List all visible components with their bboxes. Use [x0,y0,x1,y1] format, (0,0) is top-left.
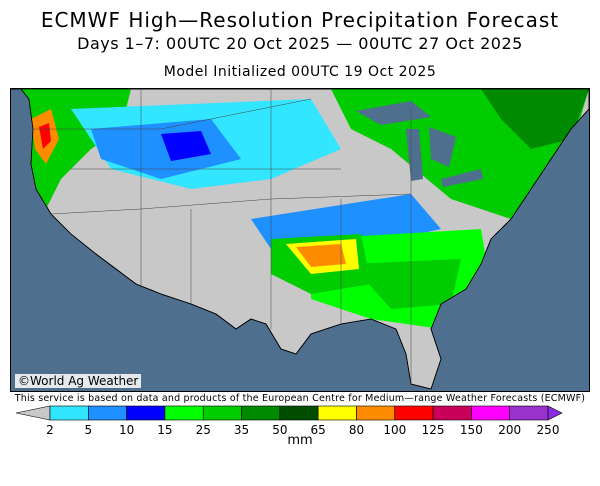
units-label: mm [287,433,313,448]
lake-huron [429,127,456,167]
colorbar-tick-label: 35 [234,423,249,437]
precip-north-15b [161,131,211,161]
precip-nw-max [39,123,51,149]
colorbar-swatch [202,405,242,421]
colorbar-tick-label: 65 [311,423,326,437]
map-svg [11,89,589,391]
model-init-time: Model Initialized 00UTC 19 Oct 2025 [163,64,437,80]
colorbar-swatch [356,405,396,421]
colorbar-swatch [164,405,204,421]
colorbar-tick-label: 2 [46,423,54,437]
colorbar-swatch [394,405,434,421]
colorbar-tick-label: 250 [537,423,560,437]
state-boundaries [33,89,412,384]
precip-northeast-50mm [481,89,589,149]
colorbar-swatch [126,405,166,421]
precipitation-field [21,89,589,329]
precip-southplains-100mm [296,244,346,267]
colorbar-swatch [49,405,89,421]
colorbar-under-arrow [15,405,51,421]
lake-erie [441,169,483,187]
colorbar-tick-label: 80 [349,423,364,437]
colorbar-tick-label: 50 [272,423,287,437]
colorbar-tick-label: 10 [119,423,134,437]
colorbar-tick-label: 100 [383,423,406,437]
land-outline [11,89,589,390]
forecast-period: Days 1–7: 00UTC 20 Oct 2025 — 00UTC 27 O… [77,34,523,53]
lake-michigan [406,129,423,181]
colorbar-over-arrow [547,405,563,421]
precip-southeast-50mm [351,259,461,309]
colorbar-swatch [279,405,319,421]
colorbar-swatch [471,405,510,421]
colorbar-legend: 2 5 10 15 25 35 50 65 80 100 125 150 200 250 [15,405,563,437]
colorbar-tick-label: 5 [84,423,92,437]
colorbar-tick-label: 200 [498,423,521,437]
colorbar-swatch [432,405,472,421]
colorbar-tick-label: 125 [422,423,445,437]
precipitation-map: ©World Ag Weather [10,88,590,392]
precip-north-15mm [91,119,241,179]
colorbar-swatch [509,405,549,421]
map-credit: ©World Ag Weather [15,374,142,388]
colorbar-labels: 2 5 10 15 25 35 50 65 80 100 125 150 200 250 [46,423,559,437]
colorbar-swatch [88,405,127,421]
colorbar-tick-label: 25 [196,423,211,437]
lake-superior [356,101,431,125]
colorbar-swatch [241,405,281,421]
data-disclaimer: This service is based on data and produc… [14,393,586,404]
colorbar-tick-label: 15 [157,423,172,437]
colorbar-tick-label: 150 [460,423,483,437]
colorbar-swatches [15,405,563,421]
map-title: ECMWF High—Resolution Precipitation Fore… [40,8,560,32]
colorbar-swatch [317,405,357,421]
